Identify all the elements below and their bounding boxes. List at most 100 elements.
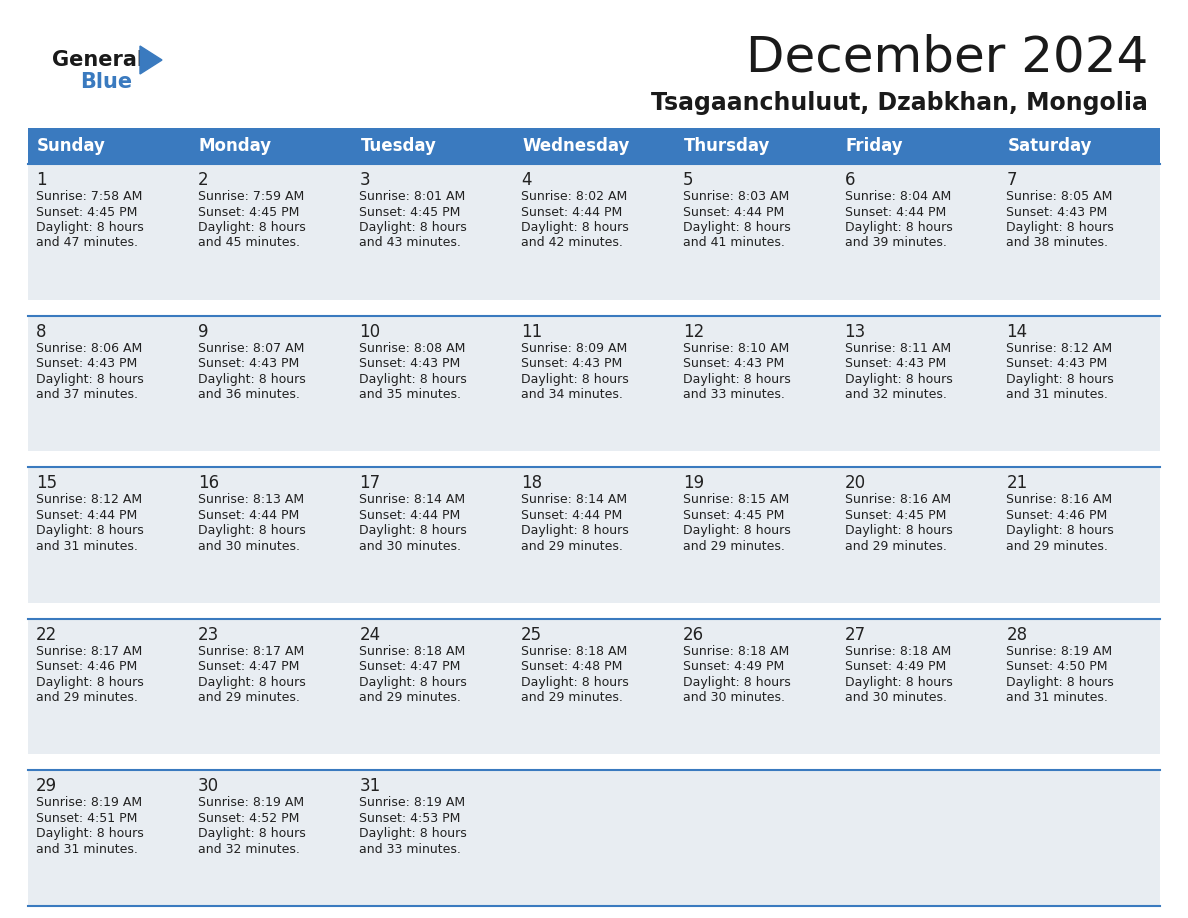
Text: Tsagaanchuluut, Dzabkhan, Mongolia: Tsagaanchuluut, Dzabkhan, Mongolia: [651, 91, 1148, 115]
Text: Sunrise: 8:01 AM: Sunrise: 8:01 AM: [360, 190, 466, 203]
Text: Sunrise: 8:18 AM: Sunrise: 8:18 AM: [522, 644, 627, 658]
Text: Sunrise: 8:18 AM: Sunrise: 8:18 AM: [360, 644, 466, 658]
Text: Daylight: 8 hours: Daylight: 8 hours: [360, 827, 467, 840]
Text: Sunrise: 8:07 AM: Sunrise: 8:07 AM: [197, 341, 304, 354]
Text: 13: 13: [845, 322, 866, 341]
Text: and 29 minutes.: and 29 minutes.: [522, 540, 623, 553]
Bar: [29, 755, 1159, 770]
Text: Sunset: 4:44 PM: Sunset: 4:44 PM: [360, 509, 461, 521]
Text: Sunrise: 8:19 AM: Sunrise: 8:19 AM: [197, 797, 304, 810]
Text: Sunset: 4:44 PM: Sunset: 4:44 PM: [522, 206, 623, 218]
Text: and 42 minutes.: and 42 minutes.: [522, 237, 623, 250]
Text: General: General: [52, 50, 144, 70]
Bar: [836, 128, 998, 164]
Text: Sunrise: 8:10 AM: Sunrise: 8:10 AM: [683, 341, 789, 354]
Bar: [29, 316, 1159, 452]
Text: Daylight: 8 hours: Daylight: 8 hours: [683, 676, 790, 688]
Text: Sunrise: 8:18 AM: Sunrise: 8:18 AM: [683, 644, 789, 658]
Text: Sunset: 4:45 PM: Sunset: 4:45 PM: [845, 509, 946, 521]
Text: Sunrise: 8:05 AM: Sunrise: 8:05 AM: [1006, 190, 1113, 203]
Text: 29: 29: [36, 778, 57, 795]
Text: and 34 minutes.: and 34 minutes.: [522, 388, 623, 401]
Text: 21: 21: [1006, 475, 1028, 492]
Bar: [29, 452, 1159, 467]
Text: and 39 minutes.: and 39 minutes.: [845, 237, 947, 250]
Text: Sunset: 4:43 PM: Sunset: 4:43 PM: [1006, 206, 1107, 218]
Text: 10: 10: [360, 322, 380, 341]
Text: Sunrise: 8:16 AM: Sunrise: 8:16 AM: [1006, 493, 1112, 506]
Text: 12: 12: [683, 322, 704, 341]
Text: and 38 minutes.: and 38 minutes.: [1006, 237, 1108, 250]
Bar: [513, 128, 675, 164]
Text: 17: 17: [360, 475, 380, 492]
Bar: [29, 164, 1159, 299]
Text: Daylight: 8 hours: Daylight: 8 hours: [197, 676, 305, 688]
Text: and 29 minutes.: and 29 minutes.: [522, 691, 623, 704]
Text: 16: 16: [197, 475, 219, 492]
Text: 28: 28: [1006, 626, 1028, 644]
Text: Sunrise: 8:17 AM: Sunrise: 8:17 AM: [36, 644, 143, 658]
Text: Sunrise: 8:03 AM: Sunrise: 8:03 AM: [683, 190, 789, 203]
Text: Daylight: 8 hours: Daylight: 8 hours: [1006, 221, 1114, 234]
Text: 22: 22: [36, 626, 57, 644]
Text: and 45 minutes.: and 45 minutes.: [197, 237, 299, 250]
Text: Thursday: Thursday: [684, 137, 770, 155]
Text: Daylight: 8 hours: Daylight: 8 hours: [1006, 524, 1114, 537]
Text: 15: 15: [36, 475, 57, 492]
Text: and 31 minutes.: and 31 minutes.: [1006, 691, 1108, 704]
Text: and 30 minutes.: and 30 minutes.: [360, 540, 461, 553]
Text: and 37 minutes.: and 37 minutes.: [36, 388, 138, 401]
Text: Sunday: Sunday: [37, 137, 106, 155]
Text: Sunrise: 8:17 AM: Sunrise: 8:17 AM: [197, 644, 304, 658]
Text: and 47 minutes.: and 47 minutes.: [36, 237, 138, 250]
Text: and 30 minutes.: and 30 minutes.: [197, 540, 299, 553]
Bar: [190, 128, 352, 164]
Text: and 33 minutes.: and 33 minutes.: [683, 388, 785, 401]
Text: Sunrise: 8:11 AM: Sunrise: 8:11 AM: [845, 341, 950, 354]
Bar: [29, 467, 1159, 603]
Text: Sunset: 4:45 PM: Sunset: 4:45 PM: [683, 509, 784, 521]
Text: Daylight: 8 hours: Daylight: 8 hours: [360, 676, 467, 688]
Text: Sunset: 4:49 PM: Sunset: 4:49 PM: [845, 660, 946, 673]
Text: Daylight: 8 hours: Daylight: 8 hours: [1006, 373, 1114, 386]
Text: 26: 26: [683, 626, 704, 644]
Text: Daylight: 8 hours: Daylight: 8 hours: [683, 221, 790, 234]
Text: Sunset: 4:44 PM: Sunset: 4:44 PM: [522, 509, 623, 521]
Text: Blue: Blue: [80, 72, 132, 92]
Text: Daylight: 8 hours: Daylight: 8 hours: [197, 221, 305, 234]
Text: 24: 24: [360, 626, 380, 644]
Text: Monday: Monday: [198, 137, 272, 155]
Text: and 30 minutes.: and 30 minutes.: [845, 691, 947, 704]
Text: Sunset: 4:47 PM: Sunset: 4:47 PM: [197, 660, 299, 673]
Text: 20: 20: [845, 475, 866, 492]
Text: 6: 6: [845, 171, 855, 189]
Polygon shape: [140, 46, 162, 74]
Text: and 41 minutes.: and 41 minutes.: [683, 237, 785, 250]
Text: 3: 3: [360, 171, 369, 189]
Text: Sunset: 4:49 PM: Sunset: 4:49 PM: [683, 660, 784, 673]
Text: and 29 minutes.: and 29 minutes.: [36, 691, 138, 704]
Text: Sunrise: 8:12 AM: Sunrise: 8:12 AM: [1006, 341, 1112, 354]
Text: Daylight: 8 hours: Daylight: 8 hours: [683, 373, 790, 386]
Text: Daylight: 8 hours: Daylight: 8 hours: [683, 524, 790, 537]
Text: Daylight: 8 hours: Daylight: 8 hours: [197, 827, 305, 840]
Text: 18: 18: [522, 475, 542, 492]
Bar: [29, 770, 1159, 906]
Text: Sunset: 4:43 PM: Sunset: 4:43 PM: [522, 357, 623, 370]
Text: 30: 30: [197, 778, 219, 795]
Text: 5: 5: [683, 171, 694, 189]
Text: 8: 8: [36, 322, 46, 341]
Text: Sunset: 4:47 PM: Sunset: 4:47 PM: [360, 660, 461, 673]
Text: Sunrise: 8:04 AM: Sunrise: 8:04 AM: [845, 190, 950, 203]
Text: Sunrise: 8:18 AM: Sunrise: 8:18 AM: [845, 644, 950, 658]
Text: and 29 minutes.: and 29 minutes.: [845, 540, 947, 553]
Text: Sunset: 4:52 PM: Sunset: 4:52 PM: [197, 812, 299, 825]
Text: 1: 1: [36, 171, 46, 189]
Text: Wednesday: Wednesday: [523, 137, 630, 155]
Text: 14: 14: [1006, 322, 1028, 341]
Text: Sunrise: 8:15 AM: Sunrise: 8:15 AM: [683, 493, 789, 506]
Text: Sunrise: 7:58 AM: Sunrise: 7:58 AM: [36, 190, 143, 203]
Bar: [352, 128, 513, 164]
Text: Daylight: 8 hours: Daylight: 8 hours: [522, 524, 628, 537]
Text: 2: 2: [197, 171, 208, 189]
